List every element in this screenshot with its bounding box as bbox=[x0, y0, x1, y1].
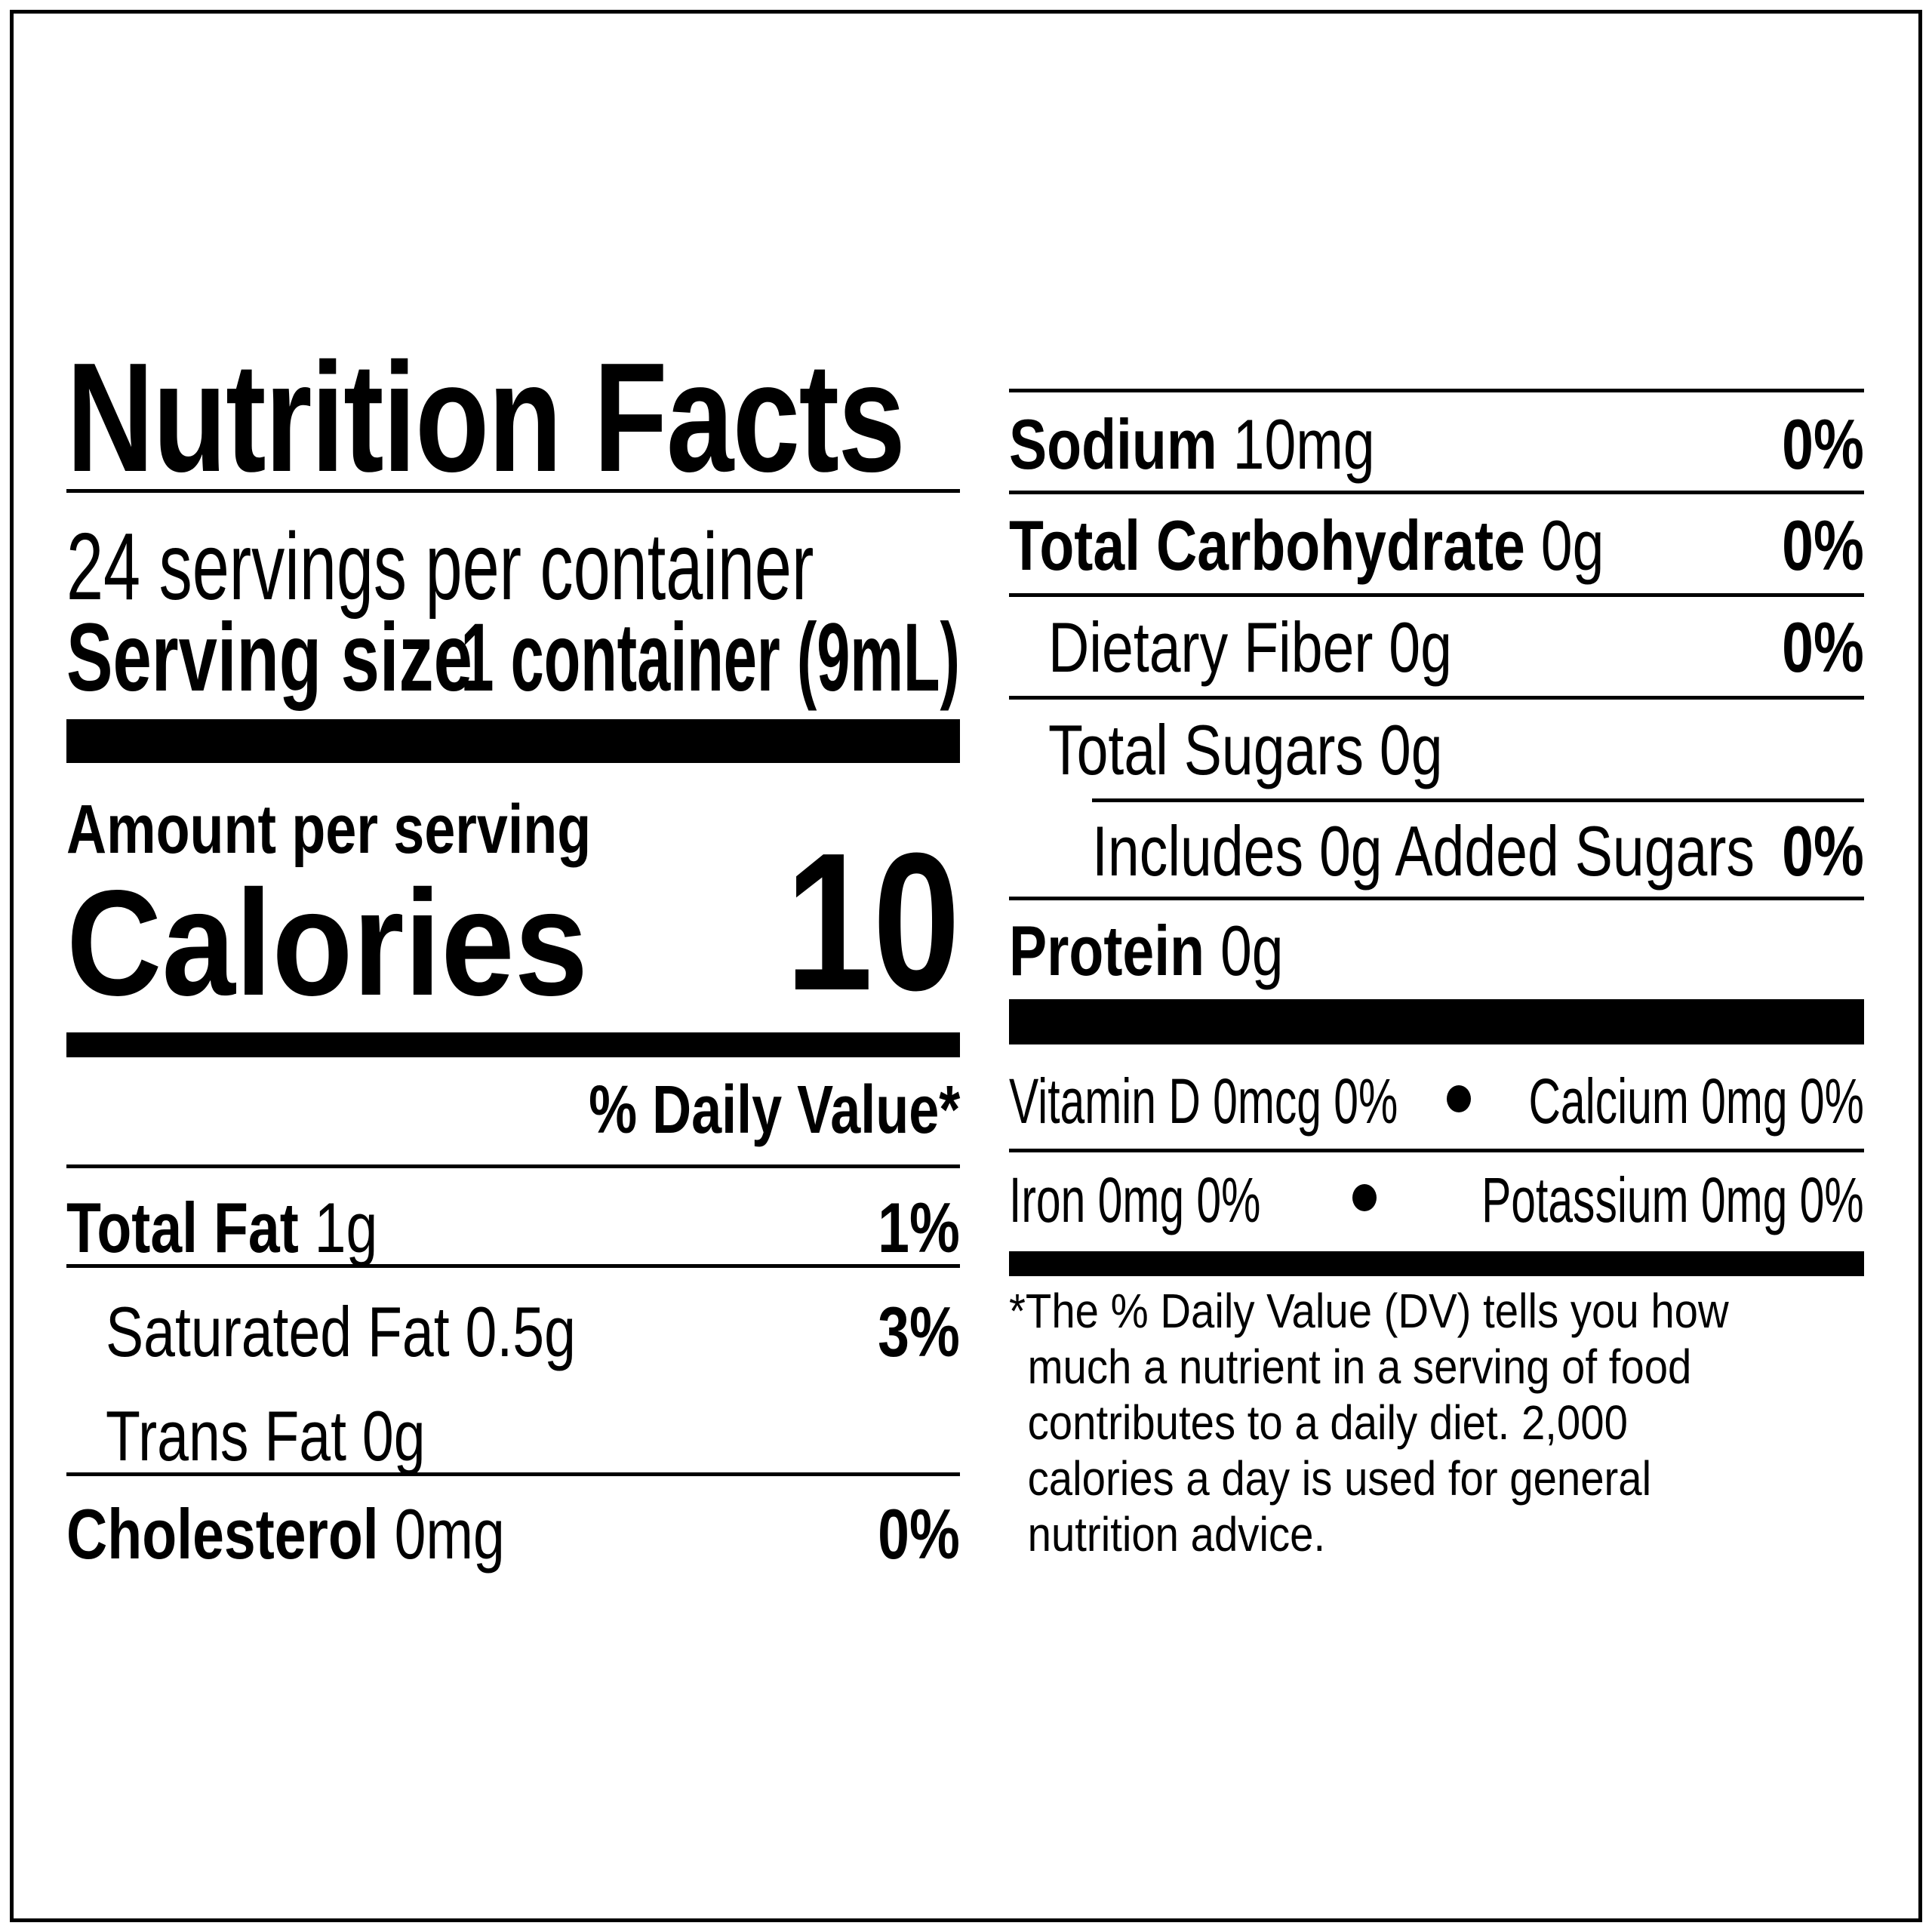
serving-size-row: Serving size 1 container (9mL) bbox=[66, 605, 960, 712]
nutrient-name: Includes 0g Added Sugars bbox=[1092, 811, 1755, 891]
nutrient-dv: 0% bbox=[878, 1494, 960, 1574]
thin-rule bbox=[66, 1164, 960, 1168]
calories-label: Calories bbox=[66, 860, 589, 1027]
left-column: Nutrition Facts 24 servings per containe… bbox=[66, 0, 960, 1932]
nutrient-dv: 0% bbox=[1782, 608, 1864, 687]
nutrient-dv: 3% bbox=[878, 1292, 960, 1371]
nutrient-name: Dietary Fiber 0g bbox=[1048, 608, 1452, 687]
nutrient-row-cholesterol: Cholesterol 0mg 0% bbox=[66, 1494, 960, 1574]
thin-rule bbox=[66, 1472, 960, 1476]
footnote-line: nutrition advice. bbox=[1027, 1507, 1326, 1561]
footnote-line: contributes to a daily diet. 2,000 bbox=[1027, 1395, 1628, 1450]
thin-rule bbox=[66, 489, 960, 493]
nutrient-dv: 1% bbox=[878, 1188, 960, 1267]
serving-size-label: Serving size bbox=[66, 604, 472, 712]
nutrient-name: Total Sugars 0g bbox=[1048, 710, 1443, 789]
micronutrient-right: Calcium 0mg 0% bbox=[1528, 1066, 1864, 1137]
nutrient-name: Cholesterol 0mg bbox=[66, 1494, 505, 1574]
bullet-dot bbox=[1447, 1085, 1471, 1112]
nutrient-row-protein: Protein 0g bbox=[1009, 911, 1864, 990]
nutrient-row-dietary-fiber: Dietary Fiber 0g 0% bbox=[1009, 608, 1864, 687]
amount-per-serving-label: Amount per serving bbox=[66, 791, 592, 868]
micronutrient-row-1: Vitamin D 0mcg 0% Calcium 0mg 0% bbox=[1009, 1066, 1864, 1137]
thin-rule bbox=[1009, 593, 1864, 597]
nutrient-row-trans-fat: Trans Fat 0g bbox=[66, 1396, 960, 1475]
bullet-dot bbox=[1352, 1184, 1377, 1211]
nutrient-name: Sodium 10mg bbox=[1009, 405, 1375, 484]
nutrient-dv: 0% bbox=[1782, 811, 1864, 891]
servings-per-container: 24 servings per container bbox=[66, 513, 814, 620]
thin-rule bbox=[1009, 696, 1864, 700]
nutrient-name: Trans Fat 0g bbox=[106, 1396, 426, 1475]
footnote-line: much a nutrient in a serving of food bbox=[1027, 1340, 1692, 1394]
daily-value-header: % Daily Value* bbox=[588, 1072, 960, 1148]
nutrient-row-total-sugars: Total Sugars 0g bbox=[1009, 710, 1864, 789]
calories-value: 10 bbox=[785, 813, 960, 1032]
outer-border bbox=[10, 10, 1922, 1922]
micronutrient-left: Vitamin D 0mcg 0% bbox=[1009, 1066, 1398, 1137]
thin-rule bbox=[66, 1264, 960, 1268]
separator-bar-medium bbox=[1009, 1251, 1864, 1276]
nutrient-dv: 0% bbox=[1782, 506, 1864, 585]
micronutrient-row-2: Iron 0mg 0% Potassium 0mg 0% bbox=[1009, 1164, 1864, 1235]
nutrient-dv: 0% bbox=[1782, 405, 1864, 484]
micronutrient-right: Potassium 0mg 0% bbox=[1481, 1164, 1864, 1235]
nutrient-name: Protein 0g bbox=[1009, 911, 1284, 990]
nutrient-row-total-fat: Total Fat 1g 1% bbox=[66, 1188, 960, 1267]
separator-bar-medium bbox=[66, 1032, 960, 1057]
nutrient-row-total-carbohydrate: Total Carbohydrate 0g 0% bbox=[1009, 506, 1864, 585]
footnote-line: calories a day is used for general bbox=[1027, 1451, 1652, 1506]
thin-rule bbox=[1009, 897, 1864, 900]
footnote: *The % Daily Value (DV) tells you how mu… bbox=[1009, 1283, 1866, 1562]
nutrient-name: Saturated Fat 0.5g bbox=[106, 1292, 576, 1371]
separator-bar-thick bbox=[66, 719, 960, 763]
thin-rule bbox=[1009, 389, 1864, 392]
micronutrient-left: Iron 0mg 0% bbox=[1009, 1164, 1261, 1235]
separator-bar-thick bbox=[1009, 999, 1864, 1044]
right-column: Sodium 10mg 0% Total Carbohydrate 0g 0% … bbox=[1009, 0, 1864, 1932]
nutrient-name: Total Carbohydrate 0g bbox=[1009, 506, 1604, 585]
nutrient-name: Total Fat 1g bbox=[66, 1188, 378, 1267]
thin-rule bbox=[1009, 1149, 1864, 1152]
page-title: Nutrition Facts bbox=[66, 331, 906, 504]
nutrient-row-sodium: Sodium 10mg 0% bbox=[1009, 405, 1864, 484]
thin-rule bbox=[1009, 491, 1864, 494]
nutrient-row-added-sugars: Includes 0g Added Sugars 0% bbox=[1009, 811, 1864, 891]
footnote-line: *The % Daily Value (DV) tells you how bbox=[1009, 1284, 1729, 1338]
serving-size-value: 1 container (9mL) bbox=[460, 604, 960, 712]
nutrient-row-saturated-fat: Saturated Fat 0.5g 3% bbox=[66, 1292, 960, 1371]
thin-rule-indented bbox=[1092, 798, 1864, 802]
